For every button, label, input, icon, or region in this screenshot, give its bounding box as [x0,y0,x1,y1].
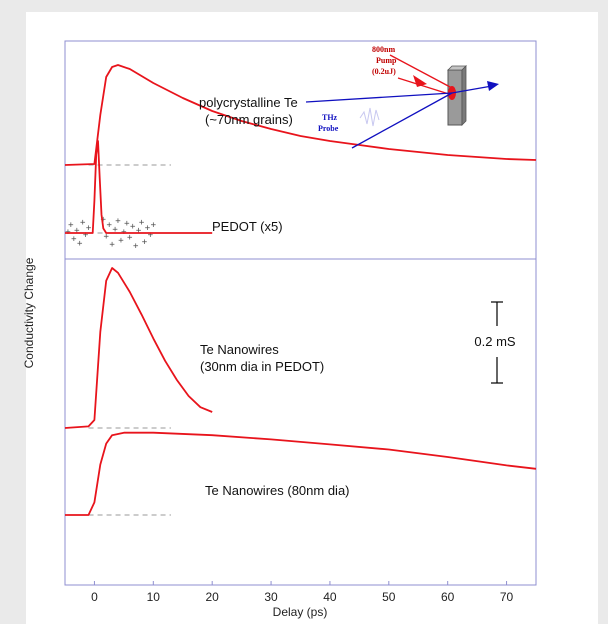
x-tick-label: 30 [264,590,278,604]
noise-point: + [77,239,83,249]
top-margin-band [0,0,608,12]
noise-point: + [106,221,112,231]
x-tick-label: 50 [382,590,396,604]
noise-point: + [101,215,107,225]
annotation-pedot: PEDOT (x5) [212,219,283,234]
noise-point: + [71,235,77,245]
inset-probe-beam-top [305,92,453,103]
scale-bar: 0.2 mS [474,301,516,384]
series-line-2 [65,140,213,234]
noise-point: + [145,223,151,233]
noise-point: + [142,237,148,247]
x-tick-label: 40 [323,590,337,604]
noise-point: + [104,232,110,242]
series-line-3 [64,267,213,429]
annotation-polycrystalline-line2: (~70nm grains) [205,112,293,127]
noise-point: + [80,218,86,228]
annotation-nanowires-30nm-line2: (30nm dia in PEDOT) [200,359,324,374]
inset-pump-label-line1: 800nm [372,45,395,54]
noise-point: + [130,222,136,232]
noise-point: + [112,225,118,235]
plot-area [64,40,537,586]
noise-point: + [133,242,139,252]
noise-point: + [124,219,130,229]
experiment-inset: 800nm Pump (0.2uJ) THz Probe [305,45,499,149]
noise-point: + [136,226,142,236]
noise-point: + [86,223,92,233]
inset-pump-arrow-icon [413,75,427,87]
x-axis: 0 10 20 30 40 50 60 70 [91,581,514,604]
noise-point: + [151,221,157,231]
annotation-nanowires-80nm: Te Nanowires (80nm dia) [205,483,350,498]
series-layer [64,64,537,516]
inset-probe-label-line1: THz [322,113,338,122]
noise-point: + [118,236,124,246]
left-margin-band [0,0,26,624]
inset-thz-waveform-icon [359,107,380,127]
noise-point: + [68,221,74,231]
annotation-polycrystalline-line1: polycrystalline Te [199,95,298,110]
x-tick-label: 0 [91,590,98,604]
noise-point: + [74,226,80,236]
inset-pump-label-line3: (0.2uJ) [372,67,396,76]
x-tick-label: 20 [206,590,220,604]
y-axis-title: Conductivity Change [22,257,36,368]
x-tick-label: 60 [441,590,455,604]
x-tick-label: 70 [500,590,514,604]
series-line-1 [64,64,537,166]
inset-transmitted-arrow-icon [487,81,499,91]
inset-probe-label-line2: Probe [318,124,339,133]
noise-point: + [83,230,89,240]
inset-pump-beam [389,54,453,89]
noise-point: + [115,216,121,226]
series-line-4 [65,431,537,516]
inset-transmitted-beam [451,85,493,94]
inset-pump-label-line2: Pump [376,56,397,65]
noise-point: + [127,233,133,243]
scale-bar-label: 0.2 mS [474,334,516,349]
x-tick-label: 10 [147,590,161,604]
noise-point: + [109,240,115,250]
annotation-nanowires-30nm-line1: Te Nanowires [200,342,279,357]
right-margin-band [598,0,608,624]
baselines [88,164,171,516]
noise-point: + [148,230,154,240]
inset-probe-beam-bottom [351,92,453,149]
noise-point: + [139,218,145,228]
x-axis-title: Delay (ps) [273,605,328,619]
